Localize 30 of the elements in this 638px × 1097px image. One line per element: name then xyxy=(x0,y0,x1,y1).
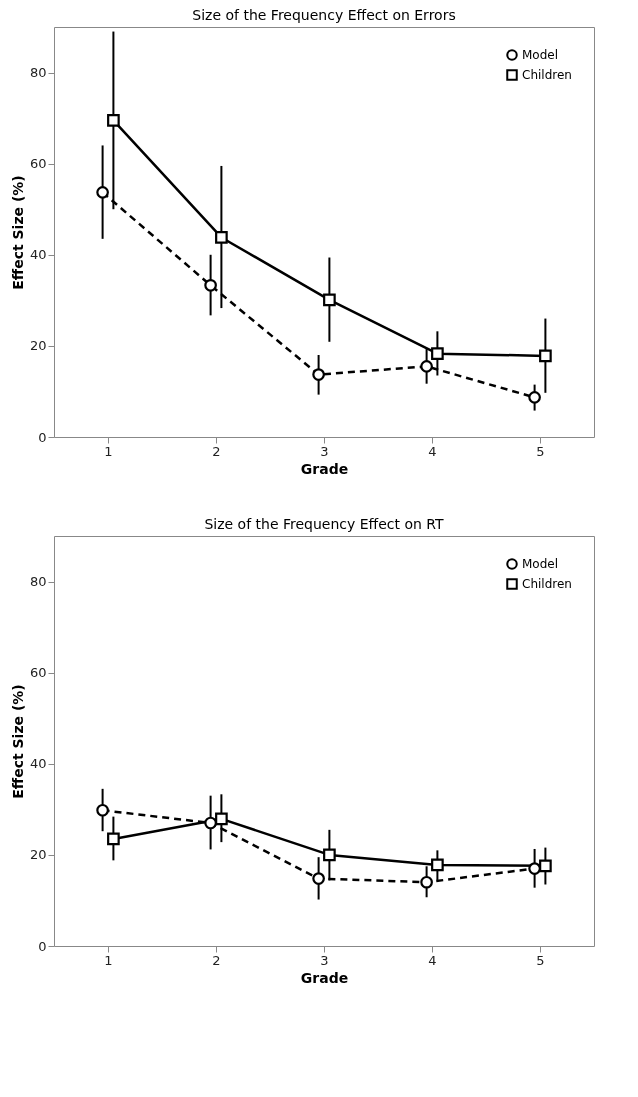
legend-label: Model xyxy=(522,48,559,62)
x-tick-label: 5 xyxy=(536,443,545,459)
y-tick-label: 20 xyxy=(29,338,47,354)
x-tick-label: 1 xyxy=(104,952,113,968)
y-tick-label: 40 xyxy=(29,756,47,772)
y-tick-label: 80 xyxy=(29,65,47,81)
y-axis-title: Effect Size (%) xyxy=(9,684,26,799)
y-tick-label: 60 xyxy=(29,156,47,172)
chart-title: Size of the Frequency Effect on RT xyxy=(204,516,445,532)
x-tick-label: 3 xyxy=(320,443,329,459)
y-tick-label: 80 xyxy=(29,574,47,590)
chart-title: Size of the Frequency Effect on Errors xyxy=(192,7,456,23)
x-tick-label: 2 xyxy=(212,443,221,459)
x-axis-title: Grade xyxy=(300,969,349,986)
y-tick-label: 60 xyxy=(29,665,47,681)
y-tick-label: 20 xyxy=(29,847,47,863)
x-tick-label: 3 xyxy=(320,952,329,968)
x-tick-label: 4 xyxy=(428,952,437,968)
x-tick-label: 1 xyxy=(104,443,113,459)
y-tick-label: 0 xyxy=(38,429,47,445)
x-axis-title: Grade xyxy=(300,460,349,477)
x-tick-label: 5 xyxy=(536,952,545,968)
y-axis-title: Effect Size (%) xyxy=(9,175,26,290)
y-tick-label: 40 xyxy=(29,247,47,263)
legend-label: Children xyxy=(522,577,572,591)
legend-label: Children xyxy=(522,68,572,82)
legend-label: Model xyxy=(522,557,559,571)
y-tick-label: 0 xyxy=(38,938,47,954)
x-tick-label: 4 xyxy=(428,443,437,459)
x-tick-label: 2 xyxy=(212,952,221,968)
